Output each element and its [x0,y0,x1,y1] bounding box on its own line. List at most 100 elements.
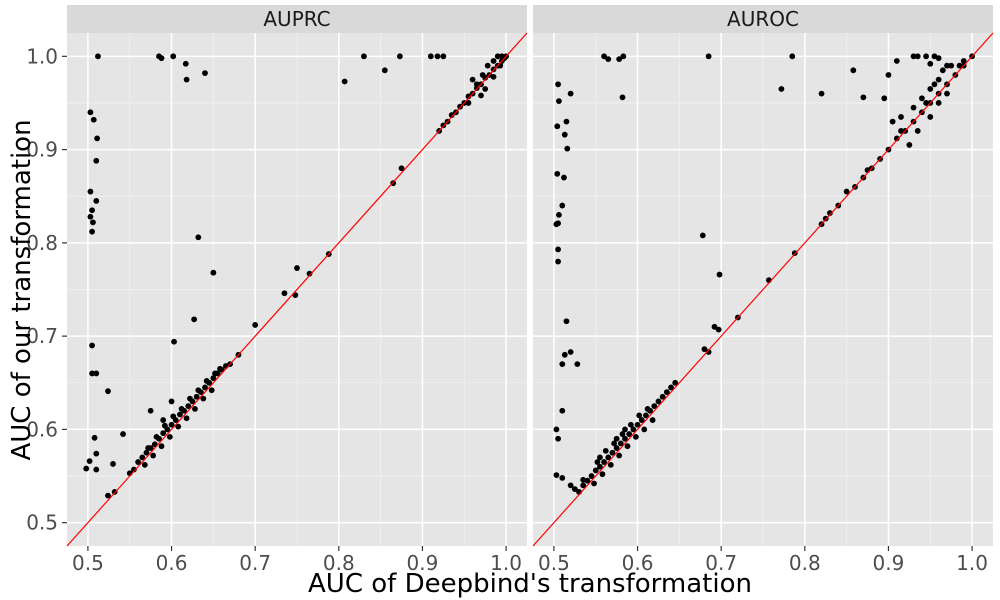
data-point [588,473,595,479]
data-point [105,492,111,499]
data-point [619,94,626,101]
data-point [561,351,568,358]
panel-auprc: AUPRC [66,5,528,547]
data-point [145,445,152,451]
data-point [567,349,574,355]
data-point [484,62,491,69]
data-point [914,128,921,134]
data-point [87,188,94,195]
data-point [469,76,476,83]
y-tick-label: 1.0 [26,44,58,68]
data-point [110,461,116,467]
y-tick-label: 0.8 [26,231,58,255]
x-tick-label: 0.7 [705,551,737,575]
data-point [613,445,620,451]
data-point [556,211,562,218]
strip-label-auroc: AUROC [727,7,799,31]
data-point [643,412,649,419]
data-point [668,384,674,391]
data-point [91,434,98,441]
data-point [935,55,942,62]
y-axis-title: AUC of our transformation [7,119,37,460]
data-point [659,393,666,400]
data-point [599,471,606,478]
data-point [592,467,599,474]
data-point [555,435,561,442]
data-point [663,389,670,395]
data-point [609,449,616,456]
data-point [141,461,148,468]
data-point [944,62,950,69]
data-point [440,53,447,60]
data-point [217,365,223,372]
y-tick-label: 0.9 [26,138,58,162]
data-point [202,70,208,77]
data-point [716,271,723,278]
data-point [168,398,175,405]
x-axis-ticks-auroc: 0.5 0.6 0.7 0.8 0.9 1.0 [538,546,988,575]
data-point [885,72,892,78]
data-point [910,53,917,60]
x-tick-label: 0.9 [407,551,439,575]
data-point [448,112,455,118]
data-point [559,475,566,481]
data-point [89,342,95,349]
data-point [494,53,501,60]
data-point [168,421,175,428]
data-point [622,435,628,442]
data-point [135,459,141,465]
data-point [187,395,193,402]
data-point [843,188,850,195]
x-tick-label: 1.0 [956,551,988,575]
data-point [944,90,950,97]
data-point [584,477,591,484]
data-point [935,76,942,83]
data-point [87,109,94,116]
data-point [83,465,90,472]
data-point [559,407,566,414]
data-point [200,395,207,402]
panel-auroc: AUROC [532,5,994,547]
data-point [147,407,154,414]
data-point [553,221,560,228]
data-point [341,78,348,85]
data-point [939,67,946,74]
data-point [195,234,202,241]
data-point [563,118,570,125]
data-point [306,270,313,277]
data-point [473,81,480,88]
data-point [850,67,857,74]
data-point [617,440,624,447]
data-point [626,431,633,437]
data-point [613,435,620,442]
data-point [616,56,623,63]
data-point [158,55,165,62]
data-point [923,53,929,60]
data-point [143,449,150,456]
data-point [641,426,648,433]
data-point [398,165,405,172]
data-point [607,461,614,468]
data-point [889,118,896,125]
data-point [555,81,561,88]
data-point [898,114,904,120]
data-point [90,116,97,123]
data-point [591,480,597,487]
data-point [203,378,210,384]
y-tick-label: 0.5 [26,511,58,535]
data-point [701,346,708,353]
data-point [893,58,900,64]
data-point [655,398,662,405]
x-tick-label: 0.8 [789,551,821,575]
data-point [602,447,609,454]
data-point [89,370,95,377]
data-point [192,405,198,412]
data-point [948,62,955,69]
data-point [195,387,202,394]
data-point [89,207,95,214]
data-point [715,326,722,333]
x-axis-ticks-auprc: 0.5 0.6 0.7 0.8 0.9 1.0 [72,546,522,575]
strip-auroc [533,5,993,33]
y-axis-ticks: 0.5 0.6 0.7 0.8 0.9 1.0 [26,44,67,535]
